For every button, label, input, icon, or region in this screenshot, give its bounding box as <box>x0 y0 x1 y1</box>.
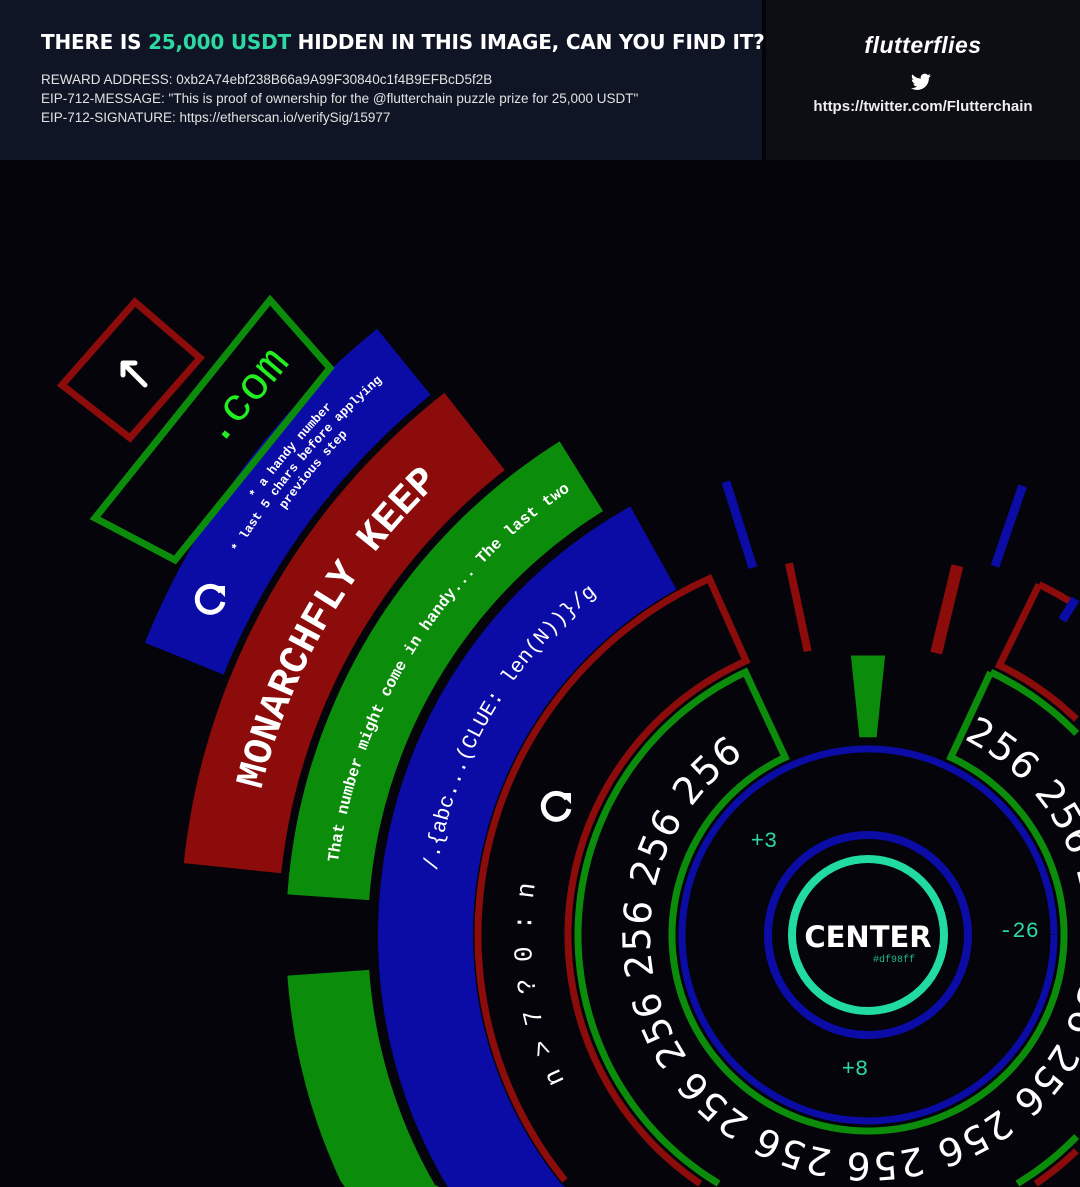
title-suffix: HIDDEN IN THIS IMAGE, CAN YOU FIND IT? <box>290 30 765 54</box>
page-title: THERE IS 25,000 USDT HIDDEN IN THIS IMAG… <box>41 30 765 54</box>
offset-right: -26 <box>999 919 1039 944</box>
com-box <box>89 294 335 565</box>
rotate-clockwise-icon[interactable] <box>194 583 226 615</box>
blue-ring <box>678 745 1058 1125</box>
center-ring <box>788 855 948 1015</box>
green-hint-band <box>287 441 603 901</box>
red-tick <box>930 564 964 655</box>
puzzle-info-panel: THERE IS 25,000 USDT HIDDEN IN THIS IMAG… <box>0 0 765 160</box>
center-label: CENTER <box>804 920 931 954</box>
arrow-up-left-icon <box>120 360 148 388</box>
puzzle-artwork: .com * a handy number * last 5 chars bef… <box>56 294 1080 1187</box>
brand-panel: flutterflies https://twitter.com/Flutter… <box>766 0 1080 160</box>
flutterflies-logo: flutterflies <box>864 32 982 58</box>
rotate-clockwise-icon[interactable] <box>540 790 572 822</box>
eip712-message: EIP-712-MESSAGE: "This is proof of owner… <box>41 91 639 106</box>
title-prefix: THERE IS <box>41 30 149 54</box>
monarch-band <box>183 392 505 874</box>
offset-top: +3 <box>751 829 777 854</box>
eip712-signature: EIP-712-SIGNATURE: https://etherscan.io/… <box>41 110 391 125</box>
inner-blue-ring <box>764 831 972 1039</box>
green-pointer-tick <box>850 655 886 738</box>
ring-sector-right-outline <box>833 669 1080 1187</box>
red-tick <box>785 562 812 653</box>
blue-tick <box>1058 596 1080 623</box>
clue-band <box>378 506 677 1187</box>
blue-tick <box>721 480 758 569</box>
twitter-link[interactable]: https://twitter.com/Flutterchain <box>813 98 1033 115</box>
ternary-sector-outline <box>474 574 751 1187</box>
blue-tick <box>990 484 1027 568</box>
right-red-sector-outline <box>994 581 1079 1187</box>
ring-sector-left-outline <box>574 667 835 1187</box>
reward-address: REWARD ADDRESS: 0xb2A74ebf238B66a9A99F30… <box>41 72 493 87</box>
center-color-code: #df98ff <box>873 954 915 966</box>
prize-amount: 25,000 USDT <box>148 30 291 54</box>
offset-bottom: +8 <box>842 1057 868 1082</box>
twitter-bird-icon[interactable] <box>911 73 931 91</box>
ternary-text: n > 7 ? 0 : n <box>509 881 572 1091</box>
green-band-lower <box>287 969 485 1187</box>
